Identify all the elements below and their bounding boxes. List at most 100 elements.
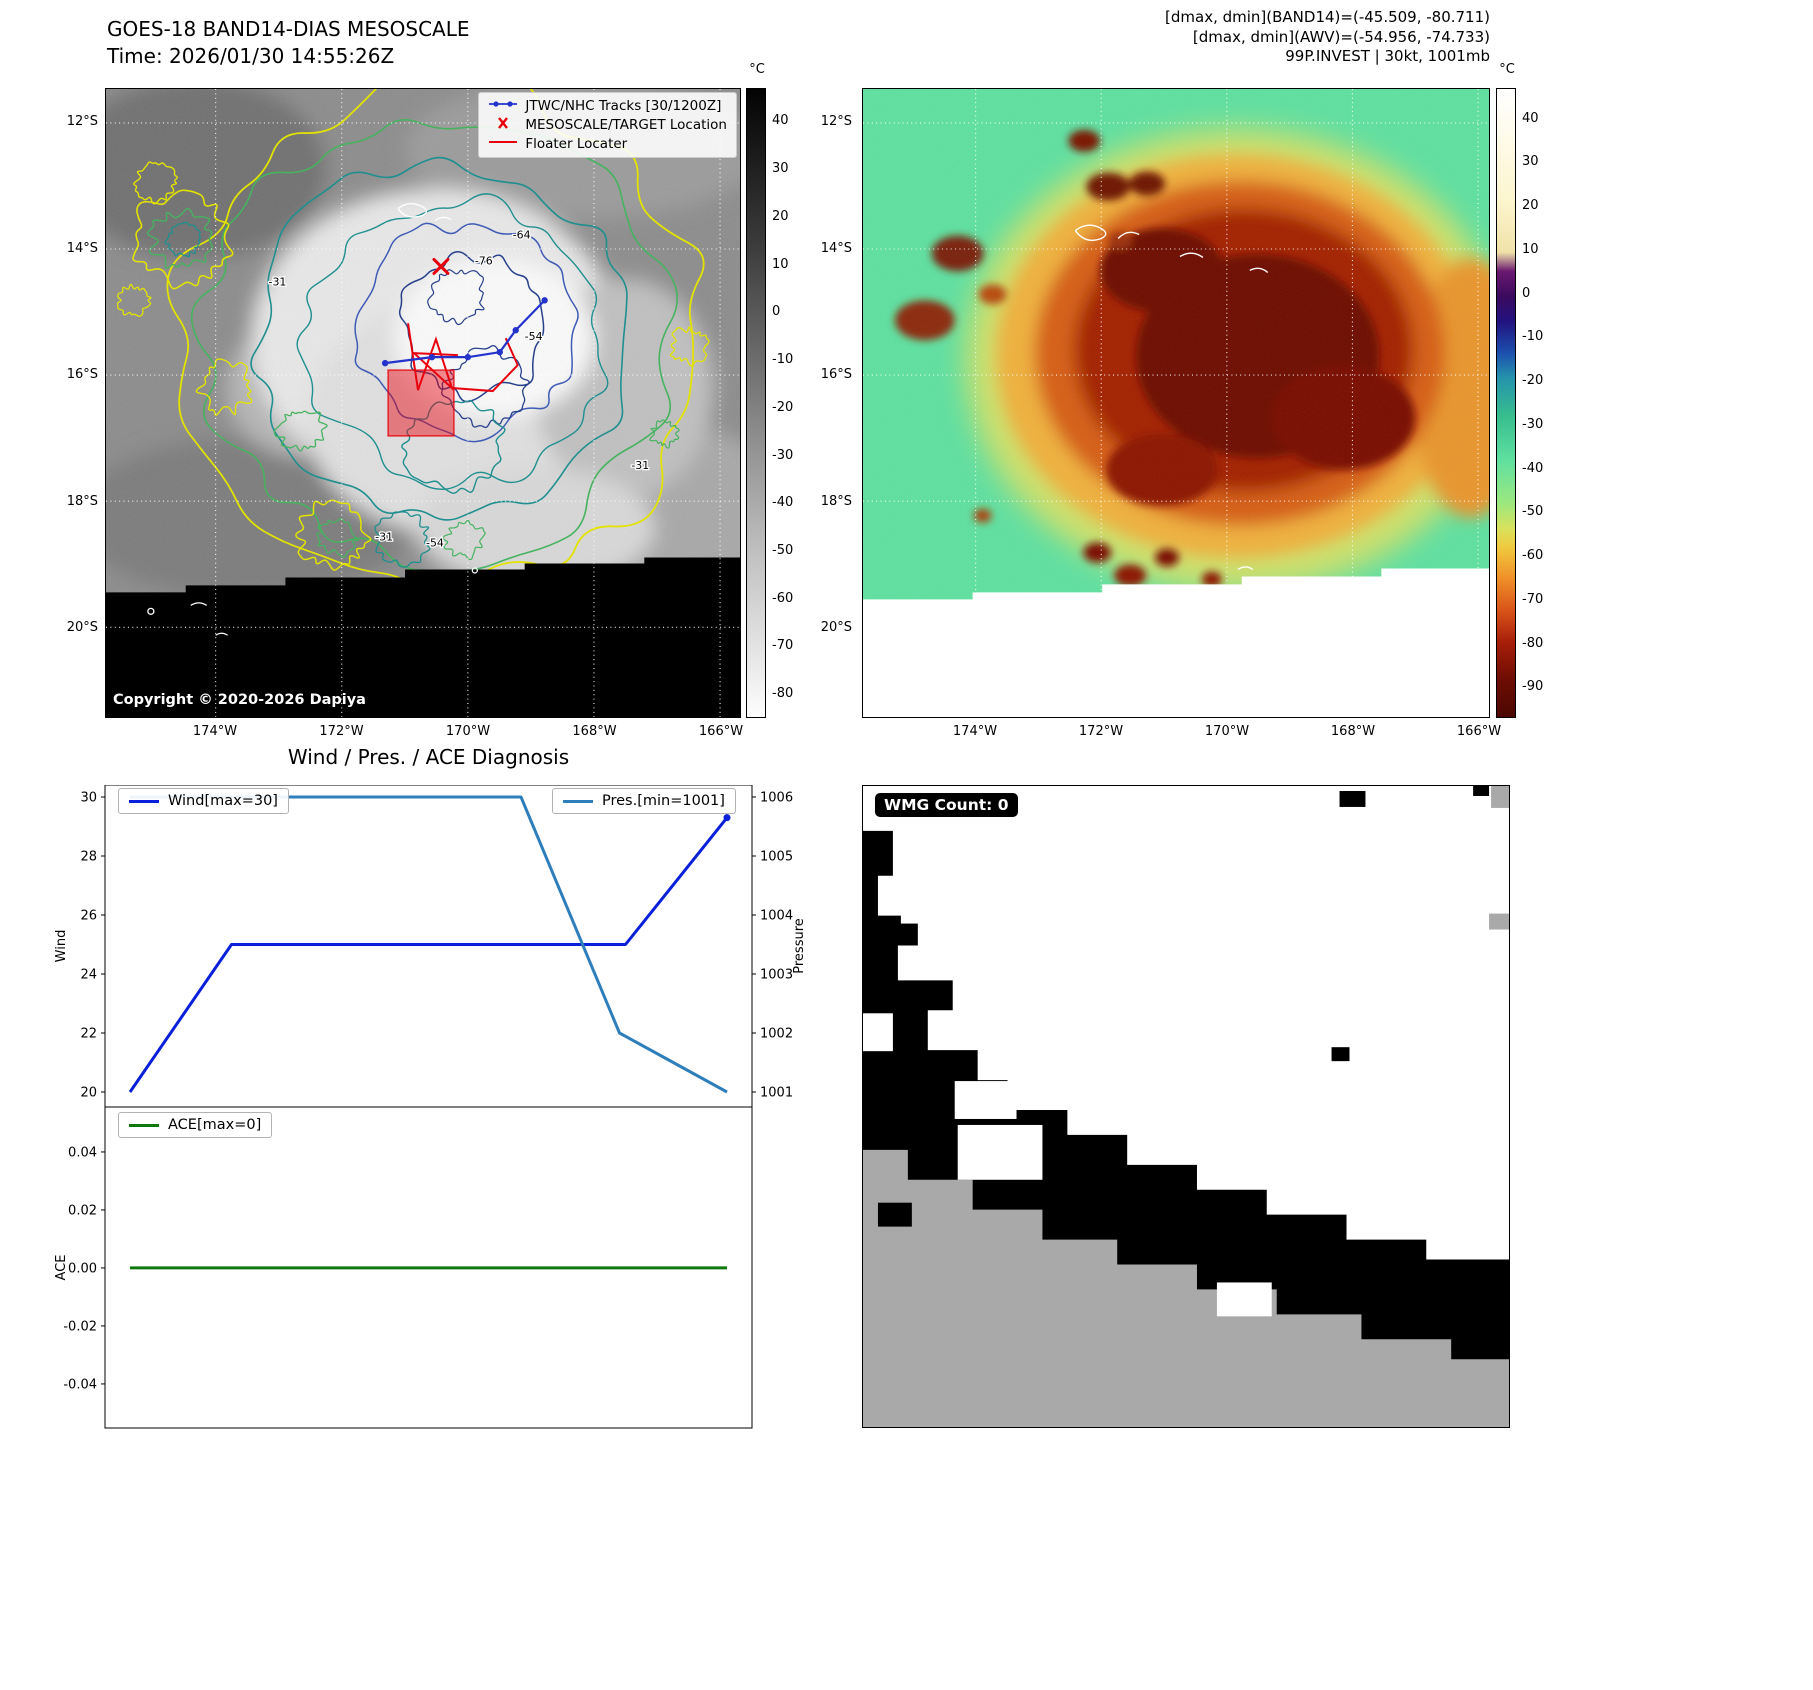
svg-text:0.00: 0.00 bbox=[68, 1261, 97, 1276]
svg-text:-54: -54 bbox=[525, 330, 543, 343]
ace-legend-label: ACE[max=0] bbox=[168, 1117, 262, 1133]
colorbar-tick: -20 bbox=[1522, 373, 1544, 389]
lon-tick: 174°W bbox=[952, 724, 998, 739]
pressure-line-swatch bbox=[563, 799, 593, 803]
svg-text:Pressure: Pressure bbox=[792, 918, 807, 974]
x-marker-icon bbox=[488, 117, 518, 133]
scan-edge-black-region bbox=[106, 557, 740, 717]
lat-tick: 18°S bbox=[820, 493, 852, 509]
svg-text:1004: 1004 bbox=[760, 908, 793, 923]
ir-colorbar bbox=[746, 88, 766, 718]
awv-header-band14: [dmax, dmin](BAND14)=(-45.509, -80.711) bbox=[1165, 8, 1490, 26]
awv-coastlines bbox=[1074, 224, 1269, 571]
diagnosis-chart: 20 22 24 26 28 30 Wind 1001 1002 1003 1004 1005 1006… bbox=[55, 785, 807, 1429]
colorbar-tick: -10 bbox=[1522, 329, 1544, 345]
track-overlay bbox=[381, 297, 548, 367]
lon-tick: 168°W bbox=[572, 724, 617, 739]
band14-title-block: GOES-18 BAND14-DIAS MESOSCALE Time: 2026… bbox=[107, 16, 470, 70]
colorbar-tick: 30 bbox=[772, 161, 789, 177]
svg-text:1003: 1003 bbox=[760, 967, 793, 982]
svg-text:0.04: 0.04 bbox=[68, 1145, 97, 1160]
colorbar-tick: 20 bbox=[772, 208, 789, 224]
red-line-icon bbox=[488, 136, 518, 152]
colorbar-tick: -50 bbox=[772, 542, 794, 558]
awv-panel bbox=[862, 88, 1531, 718]
svg-text:26: 26 bbox=[80, 909, 97, 924]
colorbar-tick: 40 bbox=[772, 113, 789, 129]
svg-text:1005: 1005 bbox=[760, 849, 793, 864]
colorbar-tick: -80 bbox=[1522, 635, 1544, 651]
colorbar-tick: -60 bbox=[1522, 548, 1544, 564]
track-line-icon bbox=[488, 98, 518, 114]
target-x-marker bbox=[432, 257, 450, 275]
lon-tick: 174°W bbox=[192, 724, 238, 739]
lon-tick: 166°W bbox=[1456, 724, 1502, 739]
svg-text:-31: -31 bbox=[268, 275, 286, 288]
lat-tick: 20°S bbox=[66, 620, 98, 635]
awv-colorbar-unit: °C bbox=[1499, 62, 1515, 77]
mask-white-notches bbox=[863, 877, 1272, 1317]
jtwc-track-line bbox=[384, 299, 546, 365]
svg-text:30: 30 bbox=[80, 791, 97, 806]
band14-title: GOES-18 BAND14-DIAS MESOSCALE bbox=[107, 17, 470, 41]
lat-tick: 16°S bbox=[66, 367, 98, 382]
lat-tick: 16°S bbox=[820, 367, 852, 382]
lon-tick: 172°W bbox=[319, 724, 364, 739]
coastline-islands bbox=[147, 203, 478, 636]
diagnosis-chart-title: Wind / Pres. / ACE Diagnosis bbox=[287, 745, 570, 769]
ace-legend: ACE[max=0] bbox=[118, 1112, 273, 1138]
lon-tick: 172°W bbox=[1078, 724, 1124, 739]
colorbar-tick: -40 bbox=[772, 495, 794, 511]
colorbar-tick: 0 bbox=[1522, 285, 1531, 301]
colorbar-tick: -30 bbox=[1522, 416, 1544, 432]
legend-row-target: MESOSCALE/TARGET Location bbox=[488, 117, 727, 133]
svg-text:1002: 1002 bbox=[760, 1027, 793, 1042]
colorbar-tick: 10 bbox=[1522, 241, 1539, 257]
awv-header-invest: 99P.INVEST | 30kt, 1001mb bbox=[1285, 47, 1490, 65]
svg-text:28: 28 bbox=[80, 850, 97, 865]
satellite-ir-image: -64 -76 -54 -31 -31 -54 -31 bbox=[66, 70, 794, 717]
colorbar-tick: -40 bbox=[1522, 460, 1544, 476]
svg-text:1006: 1006 bbox=[760, 790, 793, 805]
wmg-count-badge: WMG Count: 0 bbox=[875, 793, 1018, 817]
svg-text:-0.04: -0.04 bbox=[63, 1377, 97, 1392]
pressure-legend-label: Pres.[min=1001] bbox=[602, 793, 725, 809]
pressure-legend: Pres.[min=1001] bbox=[552, 788, 736, 814]
awv-colorbar bbox=[1496, 88, 1516, 718]
floater-overlay bbox=[387, 257, 519, 437]
latlon-gridlines bbox=[106, 89, 740, 717]
copyright-text: Copyright © 2020-2026 Dapiya bbox=[113, 692, 366, 708]
legend-row-floater: Floater Locater bbox=[488, 136, 727, 152]
colorbar-tick: -90 bbox=[1522, 679, 1544, 695]
wind-line-swatch bbox=[129, 799, 159, 803]
colorbar-tick: -80 bbox=[772, 686, 794, 702]
svg-text:-0.02: -0.02 bbox=[63, 1319, 97, 1334]
svg-text:20: 20 bbox=[80, 1086, 97, 1101]
legend-label-floater: Floater Locater bbox=[525, 136, 628, 152]
colorbar-tick: -50 bbox=[1522, 504, 1544, 520]
mask-gray-specks bbox=[1489, 786, 1509, 930]
lat-tick: 20°S bbox=[820, 620, 852, 635]
svg-text:-54: -54 bbox=[426, 537, 444, 550]
lon-tick: 168°W bbox=[1330, 724, 1376, 739]
lat-tick: 14°S bbox=[66, 240, 98, 256]
floater-locater-line bbox=[407, 323, 458, 392]
mask-gray-region bbox=[863, 1149, 1509, 1427]
colorbar-tick: -70 bbox=[1522, 591, 1544, 607]
satellite-ir-panel: -64 -76 -54 -31 -31 -54 -31 JTWC/NHC Tracks [3… bbox=[66, 70, 794, 718]
legend-label-tracks: JTWC/NHC Tracks [30/1200Z] bbox=[525, 98, 722, 114]
wind-legend-label: Wind[max=30] bbox=[168, 793, 278, 809]
svg-text:Wind: Wind bbox=[55, 930, 69, 963]
map-legend: JTWC/NHC Tracks [30/1200Z] MESOSCALE/TAR… bbox=[478, 92, 737, 158]
wind-legend: Wind[max=30] bbox=[118, 788, 289, 814]
colorbar-tick: 10 bbox=[772, 256, 789, 272]
legend-label-target: MESOSCALE/TARGET Location bbox=[525, 117, 727, 133]
colorbar-tick: 20 bbox=[1522, 198, 1539, 214]
awv-header-block: [dmax, dmin](BAND14)=(-45.509, -80.711) … bbox=[900, 8, 1490, 67]
colorbar-tick: -10 bbox=[772, 352, 794, 368]
colorbar-tick: 40 bbox=[1522, 110, 1539, 126]
awv-nodata-region bbox=[863, 568, 1489, 717]
wmg-mask-panel: WMG Count: 0 bbox=[862, 785, 1510, 1428]
colorbar-tick: -60 bbox=[772, 590, 794, 606]
svg-text:0.02: 0.02 bbox=[68, 1203, 97, 1218]
